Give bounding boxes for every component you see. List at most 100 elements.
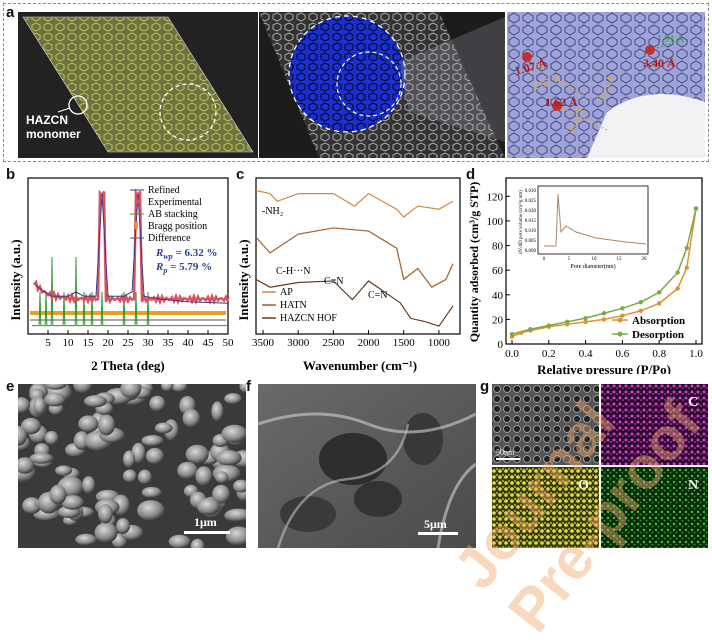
data-point — [528, 327, 533, 332]
ytick-d: 120 — [487, 191, 504, 203]
xtick-d: 1.0 — [689, 348, 703, 360]
panel-d-axes — [505, 177, 703, 345]
panel-e-sem-image: 1μm — [18, 384, 246, 548]
xtick-b: 25 — [123, 337, 135, 349]
ytick-d: 80 — [492, 241, 504, 253]
map-label-c: C — [688, 395, 698, 410]
grain — [29, 452, 54, 464]
xtick-c: 3000 — [287, 337, 310, 349]
svg-text:Rwp = 6.32 %: Rwp = 6.32 % — [155, 247, 217, 261]
legend-hof: HAZCN HOF — [280, 313, 337, 324]
data-point — [601, 311, 607, 316]
hatn-line — [255, 227, 454, 288]
panel-a-label: a — [6, 4, 15, 21]
dist-label-3: 1.62 Å — [545, 95, 578, 109]
grain — [137, 500, 165, 521]
panel-a-frame — [3, 3, 709, 162]
legend-hatn: HATN — [280, 300, 307, 311]
xtick-c: 2000 — [358, 337, 381, 349]
inset-ytick: 0.010 — [525, 229, 537, 234]
grain — [84, 395, 108, 408]
panel-d-label: d — [466, 166, 476, 183]
dist-label-6: 1.91 Å — [657, 33, 685, 45]
grain — [18, 397, 30, 414]
xtick-b: 45 — [203, 337, 215, 349]
panel-e-label: e — [6, 378, 15, 395]
grain — [78, 415, 99, 433]
data-point — [583, 319, 588, 325]
legend-ab: AB stacking — [148, 209, 198, 220]
legend-bragg: Bragg position — [148, 221, 207, 232]
grain — [44, 384, 67, 390]
grain — [141, 486, 162, 498]
grain — [73, 384, 93, 394]
panel-b-xticks: 5 10 15 20 25 30 35 40 45 50 — [45, 330, 234, 349]
annot-cn-double: C=N — [368, 290, 388, 301]
svg-text:Rp = 5.79 %: Rp = 5.79 % — [155, 261, 212, 275]
scale-bar-e — [184, 531, 230, 534]
data-point — [675, 286, 680, 291]
panel-b-chart: Intensity (a.u.) 5 10 15 20 25 30 35 40 45 50 2 T… — [8, 177, 234, 373]
inset-xtick: 0 — [543, 257, 546, 262]
data-point — [620, 306, 625, 311]
xtick-b: 40 — [183, 337, 195, 349]
grain — [177, 461, 198, 480]
panel-d-xlabel: Relative pressure (P/Po) — [537, 362, 671, 374]
data-point — [601, 317, 607, 322]
grain — [154, 422, 173, 434]
ytick-d: 0 — [498, 339, 504, 351]
monomer-label-line2: monomer — [26, 127, 81, 141]
panel-a-structure-1 — [18, 12, 258, 158]
grain — [98, 503, 113, 524]
panel-f-label: f — [246, 378, 251, 395]
inset-axes — [537, 185, 649, 255]
panel-d-chart: Quantity adsorbed (cm³/g STP) 0.0 0.2 0.4 0… — [467, 177, 704, 374]
grain — [211, 401, 224, 422]
legend-absorption: Absorption — [632, 315, 685, 327]
panel-b-label: b — [6, 166, 16, 183]
sem-map — [492, 384, 599, 465]
grain — [225, 526, 246, 546]
hof-line — [255, 278, 454, 327]
scale-bar-f — [418, 532, 458, 535]
data-point — [693, 206, 699, 211]
panel-c-xlabel: Wavenumber (cm⁻¹) — [303, 358, 417, 373]
panel-b-ylabel: Intensity (a.u.) — [8, 239, 23, 320]
grain — [73, 431, 90, 450]
data-point — [657, 290, 662, 295]
xtick-d: 0.6 — [616, 348, 630, 360]
desorption-line — [511, 208, 697, 335]
data-point — [684, 265, 689, 270]
grain — [182, 409, 201, 428]
legend-experimental: Experimental — [148, 197, 202, 208]
inset-xtick: 10 — [592, 257, 598, 262]
xtick-d: 0.8 — [652, 348, 666, 360]
grain — [20, 417, 41, 435]
data-point — [519, 330, 524, 336]
panel-c-chart: Intensity (a.u.) 3500 3000 2500 2000 1500 100… — [236, 177, 461, 373]
grain — [149, 395, 166, 412]
panel-b-legend: Refined Experimental AB stacking Bragg p… — [130, 185, 207, 244]
data-point — [638, 308, 643, 313]
data-point — [546, 323, 551, 328]
xtick-c: 1500 — [393, 337, 416, 349]
inset-ylabel: dV/dD pore volume (cm³/g nm) — [518, 190, 524, 254]
legend-ap: AP — [280, 287, 293, 298]
grain — [116, 517, 130, 534]
map-label-n: N — [688, 478, 698, 493]
xtick-b: 15 — [83, 337, 95, 349]
grain — [171, 384, 188, 392]
scale-bar-g — [496, 458, 520, 460]
inset-xlabel: Pore diameter(nm) — [570, 263, 615, 270]
data-point — [620, 313, 625, 318]
panel-c-label: c — [236, 166, 245, 183]
grain — [215, 471, 229, 484]
grain — [120, 384, 142, 399]
xtick-b: 50 — [223, 337, 235, 349]
panel-a-structure-3: 1.07 Å 2.87 Å 1.62 Å 3.40 Å 3.03 Å 1.91 … — [507, 12, 705, 158]
legend-refined: Refined — [148, 185, 180, 196]
xtick-b: 20 — [103, 337, 115, 349]
grain — [137, 469, 152, 485]
grain — [44, 431, 59, 445]
